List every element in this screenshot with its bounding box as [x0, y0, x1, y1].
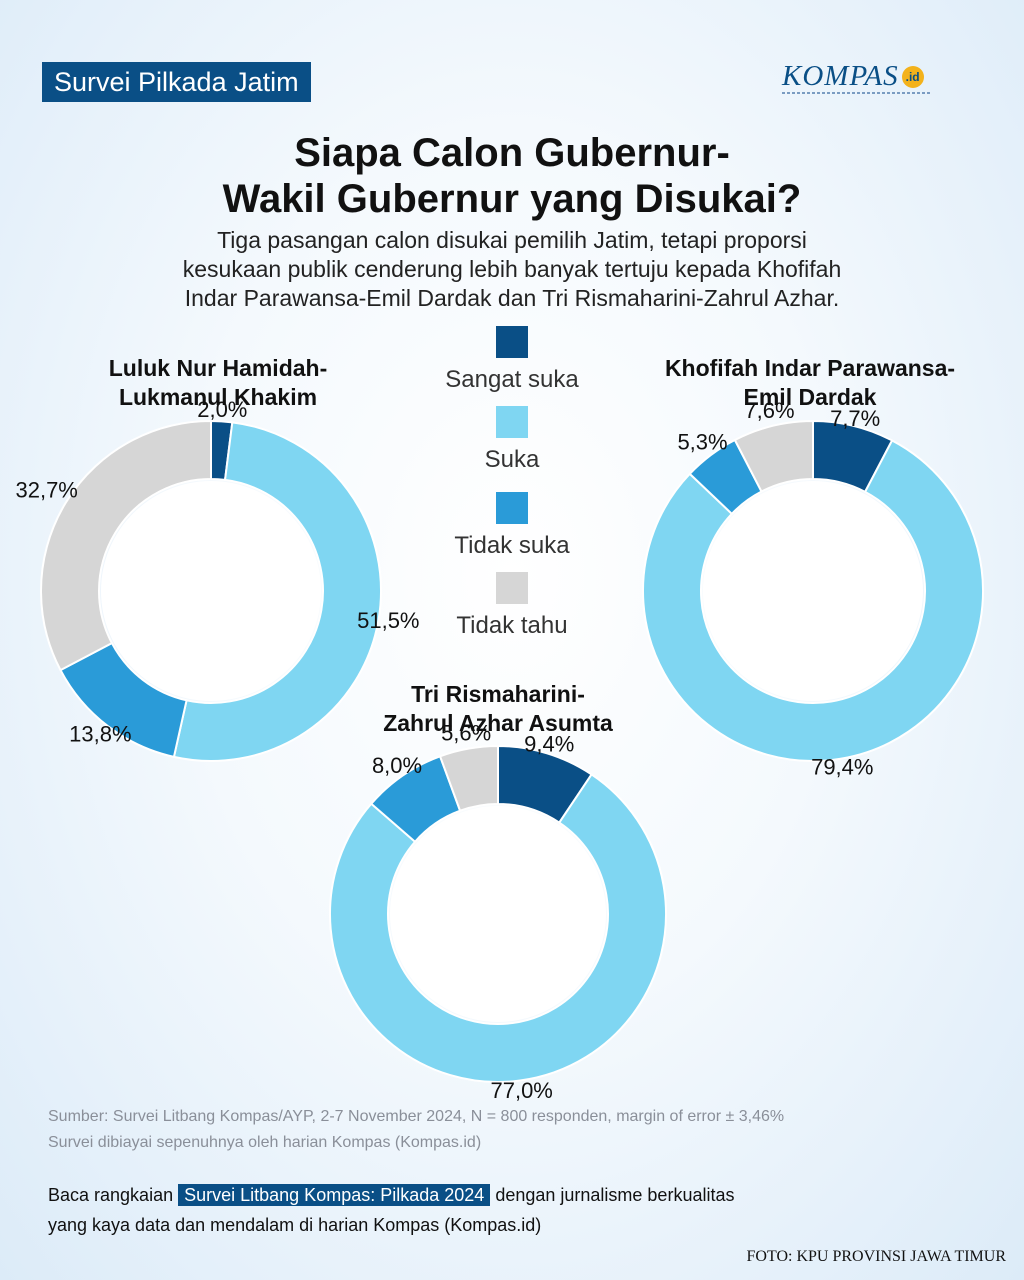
- legend-label: Tidak tahu: [456, 612, 568, 639]
- donut-chart-risma: 9,4% 77,0% 8,0% 5,6%: [329, 721, 667, 1103]
- data-label-suka: 79,4%: [811, 754, 873, 779]
- data-label-suka: 77,0%: [490, 1078, 552, 1103]
- data-label-tidak-tahu: 7,6%: [744, 398, 794, 423]
- legend-label: Tidak suka: [454, 532, 570, 559]
- legend-suka: Suka: [412, 406, 612, 474]
- pair-name-line-2: Lukmanul Khakim: [118, 384, 318, 410]
- pair-name-line-1: Khofifah Indar Parawansa-: [664, 355, 956, 381]
- data-label-tidak-suka: 13,8%: [69, 721, 131, 746]
- cta-highlight-link[interactable]: Survei Litbang Kompas: Pilkada 2024: [178, 1184, 491, 1206]
- donut-chart-khofifah: 7,7% 79,4% 5,3% 7,6%: [642, 398, 984, 779]
- pair-name-line-2: Zahrul Azhar Asumta: [383, 710, 613, 736]
- kompas-logo[interactable]: KOMPAS .id: [782, 60, 952, 100]
- data-label-sangat-suka: 2,0%: [197, 397, 247, 422]
- legend-sangat-suka: Sangat suka: [412, 326, 612, 394]
- pair-name-khofifah: Khofifah Indar Parawansa- Emil Dardak: [630, 354, 990, 412]
- donut-slice-tidak-tahu: [733, 419, 814, 493]
- data-label-tidak-suka: 8,0%: [372, 753, 422, 778]
- source-line-1: Sumber: Survei Litbang Kompas/AYP, 2-7 N…: [48, 1108, 785, 1125]
- legend-tidak-suka: Tidak suka: [412, 492, 612, 560]
- pair-name-line-2: Emil Dardak: [743, 384, 877, 410]
- data-label-sangat-suka: 9,4%: [524, 731, 574, 756]
- donut-slice-suka: [642, 439, 984, 762]
- subtitle-line-2: kesukaan publik cenderung lebih banyak t…: [182, 256, 842, 282]
- pair-name-risma: Tri Rismaharini- Zahrul Azhar Asumta: [338, 680, 658, 738]
- donut-slice-suka: [329, 773, 667, 1083]
- cta-after: dengan jurnalisme berkualitas: [495, 1185, 735, 1205]
- legend-swatch-tidak-tahu: [496, 572, 528, 604]
- legend-tidak-tahu: Tidak tahu: [412, 572, 612, 640]
- donut-chart-luluk: 2,0% 51,5% 13,8% 32,7%: [15, 397, 420, 762]
- data-label-sangat-suka: 7,7%: [830, 406, 880, 431]
- legend-swatch-tidak-suka: [496, 492, 528, 524]
- title-line-1: Siapa Calon Gubernur-: [294, 131, 730, 175]
- pair-name-line-1: Tri Rismaharini-: [411, 681, 585, 707]
- cta-before: Baca rangkaian: [48, 1185, 174, 1205]
- data-label-suka: 51,5%: [357, 608, 419, 633]
- photo-credit: FOTO: KPU PROVINSI JAWA TIMUR: [746, 1248, 1007, 1265]
- page-subtitle: Tiga pasangan calon disukai pemilih Jati…: [100, 226, 924, 313]
- read-more-cta: Baca rangkaian Survei Litbang Kompas: Pi…: [48, 1180, 948, 1240]
- data-label-tidak-tahu: 32,7%: [15, 478, 77, 503]
- cta-line-1: Baca rangkaian Survei Litbang Kompas: Pi…: [48, 1180, 948, 1210]
- logo-text: KOMPAS: [782, 60, 899, 92]
- data-label-tidak-tahu: 5,6%: [441, 721, 491, 746]
- title-line-2: Wakil Gubernur yang Disukai?: [222, 177, 802, 221]
- subtitle-line-1: Tiga pasangan calon disukai pemilih Jati…: [217, 227, 807, 253]
- logo-tagline: [782, 92, 932, 94]
- pair-name-luluk: Luluk Nur Hamidah- Lukmanul Khakim: [58, 354, 378, 412]
- legend-label: Suka: [484, 446, 540, 473]
- donut-center: [703, 481, 923, 701]
- donut-center: [390, 806, 606, 1022]
- cta-line-2: yang kaya data dan mendalam di harian Ko…: [48, 1215, 542, 1235]
- pair-name-line-1: Luluk Nur Hamidah-: [108, 355, 328, 381]
- donut-slice-tidak-tahu: [438, 744, 499, 813]
- legend-swatch-sangat-suka: [496, 326, 528, 358]
- subtitle-line-3: Indar Parawansa-Emil Dardak dan Tri Rism…: [184, 285, 840, 311]
- page-title: Siapa Calon Gubernur- Wakil Gubernur yan…: [0, 130, 1024, 222]
- legend-swatch-suka: [496, 406, 528, 438]
- donut-center: [101, 481, 321, 701]
- survey-tag: Survei Pilkada Jatim: [42, 62, 311, 102]
- logo-id-badge: .id: [901, 66, 924, 88]
- donut-slice-tidak-tahu: [40, 419, 212, 672]
- legend-label: Sangat suka: [445, 366, 579, 393]
- source-line-2: Survei dibiayai sepenuhnya oleh harian K…: [48, 1134, 482, 1151]
- donut-slice-suka: [172, 421, 382, 762]
- data-label-tidak-suka: 5,3%: [677, 430, 727, 455]
- source-note: Sumber: Survei Litbang Kompas/AYP, 2-7 N…: [48, 1104, 968, 1156]
